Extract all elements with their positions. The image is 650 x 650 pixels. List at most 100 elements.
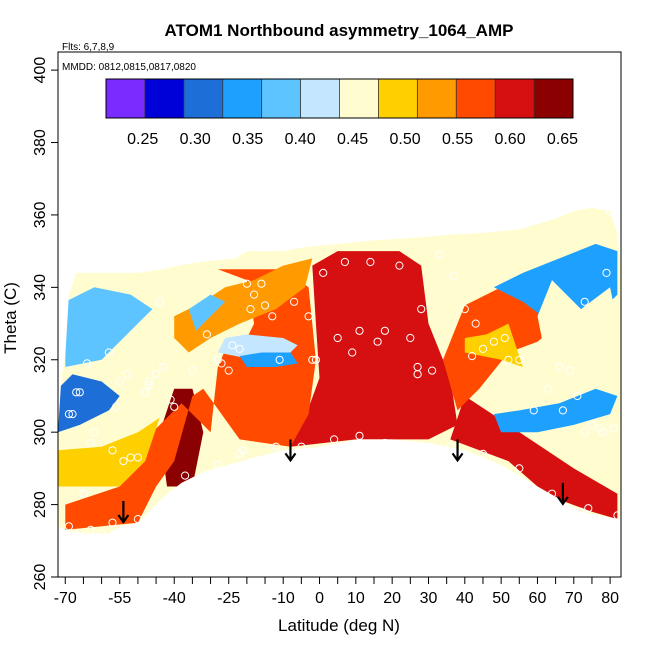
data-point <box>340 257 349 267</box>
data-point <box>242 279 251 288</box>
data-point <box>260 301 270 310</box>
data-point <box>104 348 114 357</box>
data-point <box>380 438 389 448</box>
data-point <box>417 305 426 314</box>
observation-points <box>64 207 621 538</box>
colorbar-segment <box>495 79 535 118</box>
data-point <box>500 333 509 343</box>
down-arrow-icon <box>451 439 464 463</box>
data-point <box>333 333 342 343</box>
x-tick-label: -25 <box>217 590 240 607</box>
data-point <box>435 250 444 259</box>
data-point <box>580 297 589 306</box>
colorbar-tick-label: 0.25 <box>127 131 158 148</box>
colorbar-tick-label: 0.50 <box>390 131 421 148</box>
x-tick-label: 80 <box>601 590 619 607</box>
colorbar-segment <box>456 79 496 118</box>
x-tick-label: -10 <box>272 590 295 607</box>
data-point <box>613 511 621 520</box>
data-point <box>79 489 88 498</box>
data-point <box>144 515 153 524</box>
data-point <box>547 489 557 498</box>
data-point <box>515 464 524 473</box>
data-point <box>115 377 124 386</box>
x-tick-label: 20 <box>383 590 401 607</box>
chart-title: ATOM1 Northbound asymmetry_1064_AMP <box>165 21 514 40</box>
data-point <box>348 348 357 357</box>
data-point <box>330 435 339 444</box>
data-point <box>587 420 597 429</box>
heatmap-field <box>58 207 621 534</box>
colorbar-tick-label: 0.55 <box>442 131 473 148</box>
data-point <box>380 326 389 335</box>
x-axis-title: Latitude (deg N) <box>278 616 400 635</box>
data-point <box>566 366 575 375</box>
data-point <box>268 312 277 321</box>
data-point <box>478 344 488 353</box>
data-point <box>144 377 153 386</box>
data-point <box>246 305 255 314</box>
data-point <box>133 453 142 462</box>
data-point <box>155 297 164 306</box>
colorbar-tick-label: 0.40 <box>285 131 316 148</box>
colorbar-tick-label: 0.60 <box>494 131 525 148</box>
data-point <box>108 518 117 527</box>
x-tick-label: 50 <box>492 590 510 607</box>
colorbar-segment <box>534 79 574 118</box>
data-point <box>406 442 415 451</box>
flights-note: Flts: 6,7,8,9 <box>62 42 115 53</box>
data-point <box>271 442 280 451</box>
x-tick-label: 60 <box>529 590 547 607</box>
colorbar-frame <box>105 78 574 119</box>
data-point <box>86 438 95 448</box>
data-point <box>580 428 589 437</box>
data-point <box>373 337 382 346</box>
heatmap-region <box>65 269 316 530</box>
data-point <box>239 446 248 455</box>
data-point <box>606 207 615 216</box>
data-point <box>598 428 607 437</box>
data-point <box>290 297 299 306</box>
data-point <box>504 355 513 364</box>
colorbar-tick-label: 0.30 <box>180 131 211 148</box>
data-point <box>304 312 313 321</box>
down-arrow-icon <box>284 439 297 463</box>
data-point <box>584 504 593 513</box>
data-point <box>188 366 197 375</box>
data-point <box>224 366 233 375</box>
data-point <box>235 344 244 353</box>
data-point <box>119 457 128 466</box>
colorbar-tick-label: 0.35 <box>232 131 263 148</box>
data-point <box>122 370 132 379</box>
colorbar-segment <box>261 79 302 118</box>
y-axis: 260 280 300 320 340 360 380 400 <box>32 57 58 590</box>
data-point <box>90 428 99 437</box>
data-point <box>108 446 117 455</box>
colorbar-segment <box>106 79 146 118</box>
heatmap-region <box>537 280 618 367</box>
arrow-markers <box>117 439 569 524</box>
data-point <box>468 352 477 361</box>
y-tick-label: 400 <box>32 57 49 84</box>
heatmap-region <box>188 294 226 331</box>
data-point <box>141 388 150 397</box>
data-point <box>159 362 168 372</box>
data-point <box>297 442 306 451</box>
data-point <box>75 388 84 397</box>
y-tick-label: 300 <box>32 419 49 446</box>
data-point <box>576 507 586 516</box>
data-point <box>152 370 161 379</box>
y-tick-label: 360 <box>32 201 49 228</box>
data-point <box>97 529 106 538</box>
y-tick-label: 340 <box>32 274 49 301</box>
data-point <box>319 268 328 277</box>
data-point <box>311 355 320 364</box>
colorbar-tick-label: 0.45 <box>337 131 368 148</box>
data-point <box>86 525 95 535</box>
data-point <box>529 406 538 415</box>
heatmap-region <box>493 388 618 433</box>
x-axis: -70 -55 -40 -25 -10 0 10 20 30 40 50 60 70 80 <box>54 577 619 607</box>
data-point <box>413 362 422 372</box>
data-point <box>428 366 437 375</box>
